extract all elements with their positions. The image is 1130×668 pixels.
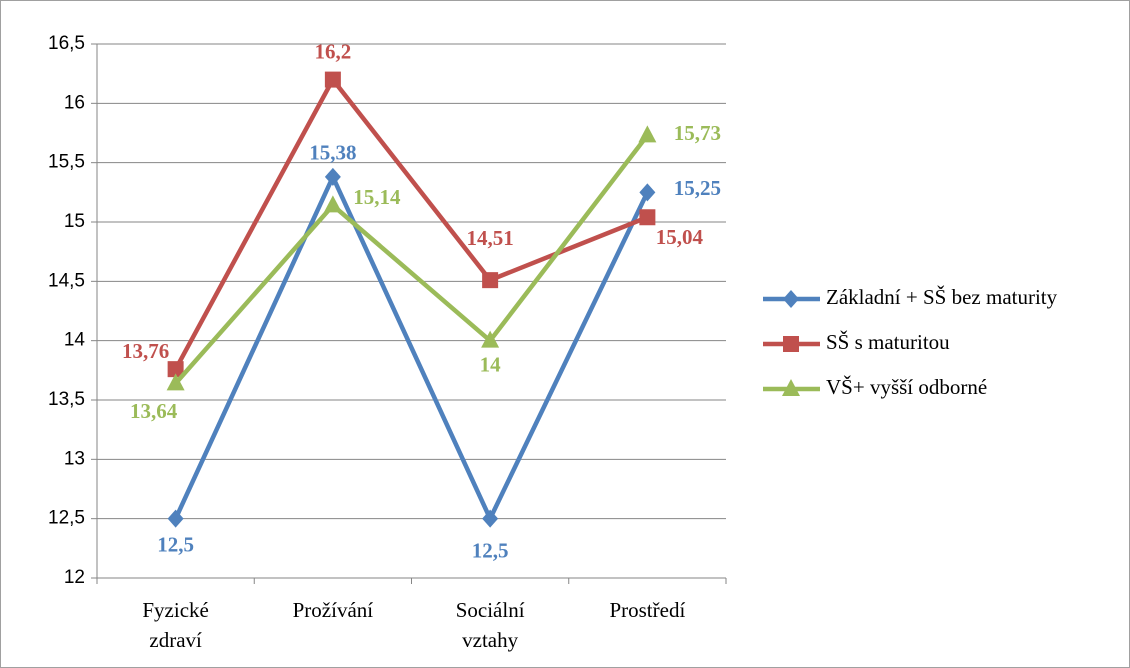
marker bbox=[324, 71, 341, 88]
y-tick-label: 14,5 bbox=[48, 270, 85, 291]
data-label: 15,73 bbox=[674, 121, 721, 145]
y-tick-label: 14 bbox=[64, 330, 86, 351]
marker bbox=[323, 195, 342, 213]
y-tick-label: 16 bbox=[64, 92, 85, 113]
marker bbox=[166, 373, 185, 391]
legend-label: Základní + SŠ bez maturity bbox=[826, 285, 1058, 309]
data-label: 12,5 bbox=[157, 532, 194, 556]
data-label: 15,38 bbox=[309, 141, 356, 165]
marker bbox=[324, 167, 341, 186]
legend-entry: VŠ+ vyšší odborné bbox=[763, 375, 987, 399]
marker bbox=[482, 509, 499, 528]
data-label: 13,76 bbox=[122, 339, 169, 363]
marker bbox=[481, 330, 500, 348]
x-tick-label: Prožívání bbox=[293, 598, 374, 622]
y-tick-label: 16,5 bbox=[48, 33, 85, 54]
data-label: 15,04 bbox=[656, 225, 704, 249]
series-line bbox=[173, 174, 650, 521]
series-line bbox=[173, 134, 650, 385]
data-label: 16,2 bbox=[315, 39, 352, 63]
data-label: 12,5 bbox=[472, 538, 509, 562]
legend-marker bbox=[783, 290, 799, 308]
y-tick-label: 12,5 bbox=[48, 508, 85, 529]
marker bbox=[638, 125, 657, 143]
y-tick-label: 15,5 bbox=[48, 152, 85, 173]
x-tick-label: Prostředí bbox=[609, 598, 685, 622]
y-tick-label: 12 bbox=[64, 567, 85, 588]
x-tick-label: Sociální vztahy bbox=[456, 598, 525, 652]
legend-marker bbox=[782, 379, 800, 396]
data-label: 14,51 bbox=[467, 226, 514, 250]
legend-marker bbox=[783, 336, 799, 352]
marker bbox=[167, 361, 184, 378]
data-label: 15,25 bbox=[674, 176, 721, 200]
y-tick-label: 13 bbox=[64, 448, 85, 469]
marker bbox=[482, 272, 499, 289]
legend-entry: Základní + SŠ bez maturity bbox=[763, 285, 1058, 309]
legend-label: SŠ s maturitou bbox=[826, 330, 950, 354]
series-line bbox=[173, 77, 649, 371]
y-tick-label: 13,5 bbox=[48, 389, 85, 410]
y-tick-label: 15 bbox=[64, 211, 85, 232]
marker bbox=[167, 509, 184, 528]
marker bbox=[639, 209, 656, 226]
data-label: 13,64 bbox=[130, 399, 178, 423]
legend-entry: SŠ s maturitou bbox=[763, 330, 950, 354]
x-tick-label: Fyzické zdraví bbox=[142, 598, 208, 652]
data-label: 14 bbox=[480, 352, 502, 376]
marker bbox=[639, 183, 656, 202]
legend-label: VŠ+ vyšší odborné bbox=[826, 375, 987, 399]
data-label: 15,14 bbox=[353, 185, 401, 209]
